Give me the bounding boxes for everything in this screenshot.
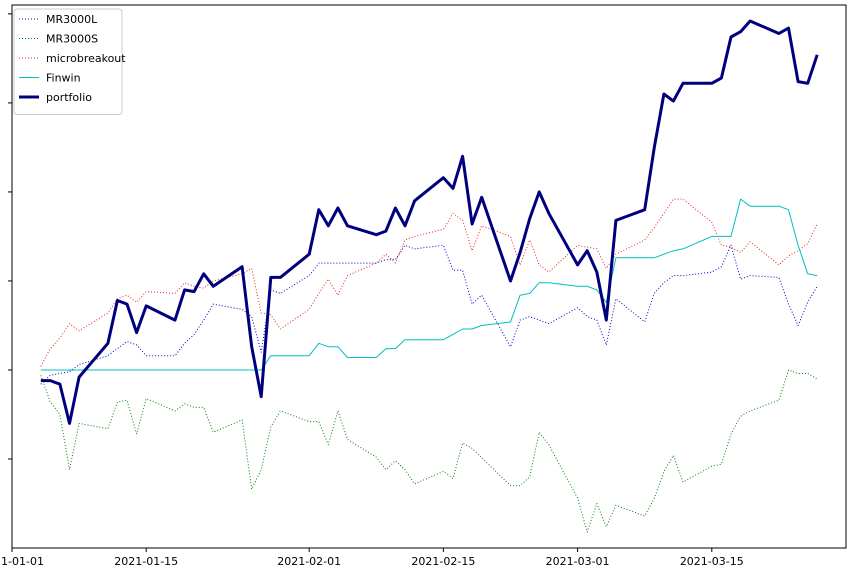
legend: MR3000L MR3000S microbreakout Finwin portfol… bbox=[13, 8, 126, 115]
x-axis: 2021-01-01 2021-01-15 2021-02-01 2021-02-15… bbox=[0, 548, 744, 568]
series-line-finwin bbox=[40, 198, 818, 371]
series-line-portfolio bbox=[40, 19, 819, 425]
legend-item-label: portfolio bbox=[46, 91, 92, 104]
legend-item-label: Finwin bbox=[46, 72, 81, 85]
x-tick-label: 2021-03-01 bbox=[546, 555, 610, 568]
x-tick-label: 2021-02-01 bbox=[277, 555, 341, 568]
x-tick-label: 2021-02-15 bbox=[411, 555, 475, 568]
legend-item-label: MR3000S bbox=[46, 33, 98, 46]
series-line-microbreakout bbox=[40, 198, 818, 367]
legend-box bbox=[13, 8, 123, 115]
legend-item-label: microbreakout bbox=[46, 52, 126, 65]
x-tick-label: 2021-03-15 bbox=[680, 555, 744, 568]
series-line-mr3000s bbox=[40, 369, 818, 533]
plot-area bbox=[11, 4, 847, 549]
y-axis bbox=[8, 13, 12, 460]
legend-item-label: MR3000L bbox=[46, 13, 98, 26]
x-tick-label: 2021-01-01 bbox=[0, 555, 44, 568]
series-line-mr3000l bbox=[40, 244, 818, 385]
series-layer bbox=[40, 19, 819, 533]
x-tick-label: 2021-01-15 bbox=[114, 555, 178, 568]
